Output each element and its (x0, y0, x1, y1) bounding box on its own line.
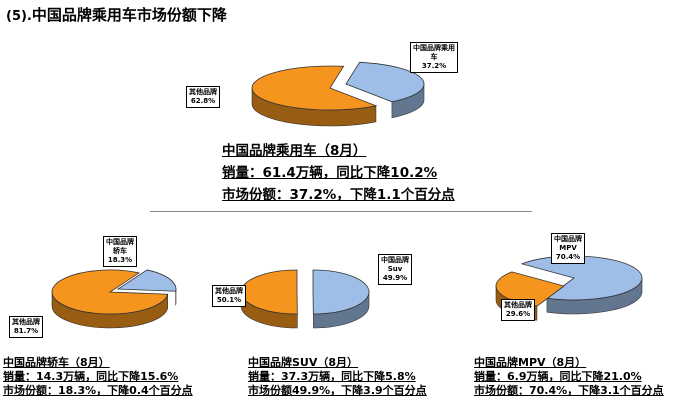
main-other-label: 其他品牌 62.8% (186, 86, 220, 108)
suv-summary-line3: 市场份额49.9%，下降3.9个百分点 (248, 384, 427, 397)
suv-summary-line2: 销量：37.3万辆，同比下降5.8% (248, 370, 416, 383)
suv-summary: 中国品牌SUV（8月） 销量：37.3万辆，同比下降5.8% 市场份额49.9%… (248, 356, 427, 398)
mpv-cn-label: 中国品牌 MPV 70.4% (551, 233, 585, 264)
mpv-summary-line3: 市场份额：70.4%，下降3.1个百分点 (474, 384, 664, 397)
mpv-summary-line2: 销量：6.9万辆，同比下降21.0% (474, 370, 642, 383)
mpv-other-label: 其他品牌 29.6% (501, 299, 535, 321)
title-main: 中国品牌乘用车市场份额下降 (31, 6, 227, 24)
suv-cn-label: 中国品牌 Suv 49.9% (378, 254, 412, 285)
jiao-summary-line3: 市场份额：18.3%，下降0.4个百分点 (3, 384, 193, 397)
mpv-summary-line1: 中国品牌MPV（8月） (474, 356, 587, 369)
jiao-other-label: 其他品牌 81.7% (9, 316, 43, 338)
suv-summary-line1: 中国品牌SUV（8月） (248, 356, 359, 369)
suv-slice-0 (312, 269, 370, 315)
jiao-summary-line1: 中国品牌轿车（8月） (3, 356, 110, 369)
divider-line (150, 211, 532, 212)
main-summary-line2: 销量：61.4万辆，同比下降10.2% (222, 165, 438, 181)
title-prefix: (5). (6, 9, 32, 24)
jiaoche-slice-1 (51, 269, 169, 315)
suv-other-label: 其他品牌 50.1% (212, 285, 246, 307)
main-summary-line1: 中国品牌乘用车（8月） (222, 143, 367, 159)
main-summary: 中国品牌乘用车（8月） 销量：61.4万辆，同比下降10.2% 市场份额：37.… (222, 140, 455, 206)
main-summary-line3: 市场份额：37.2%，下降1.1个百分点 (222, 187, 455, 203)
main-slice-0 (345, 61, 425, 103)
page-title: (5).中国品牌乘用车市场份额下降 (6, 4, 227, 25)
jiaoche-slice-0 (116, 269, 177, 292)
jiao-summary: 中国品牌轿车（8月） 销量：14.3万辆，同比下降15.6% 市场份额：18.3… (3, 356, 193, 398)
mpv-summary: 中国品牌MPV（8月） 销量：6.9万辆，同比下降21.0% 市场份额：70.4… (474, 356, 664, 398)
main-slice-1 (251, 65, 378, 111)
jiao-cn-label: 中国品牌 轿车 18.3% (103, 236, 137, 267)
main-cn-label: 中国品牌乘用 车 37.2% (410, 42, 458, 73)
jiao-summary-line2: 销量：14.3万辆，同比下降15.6% (3, 370, 179, 383)
